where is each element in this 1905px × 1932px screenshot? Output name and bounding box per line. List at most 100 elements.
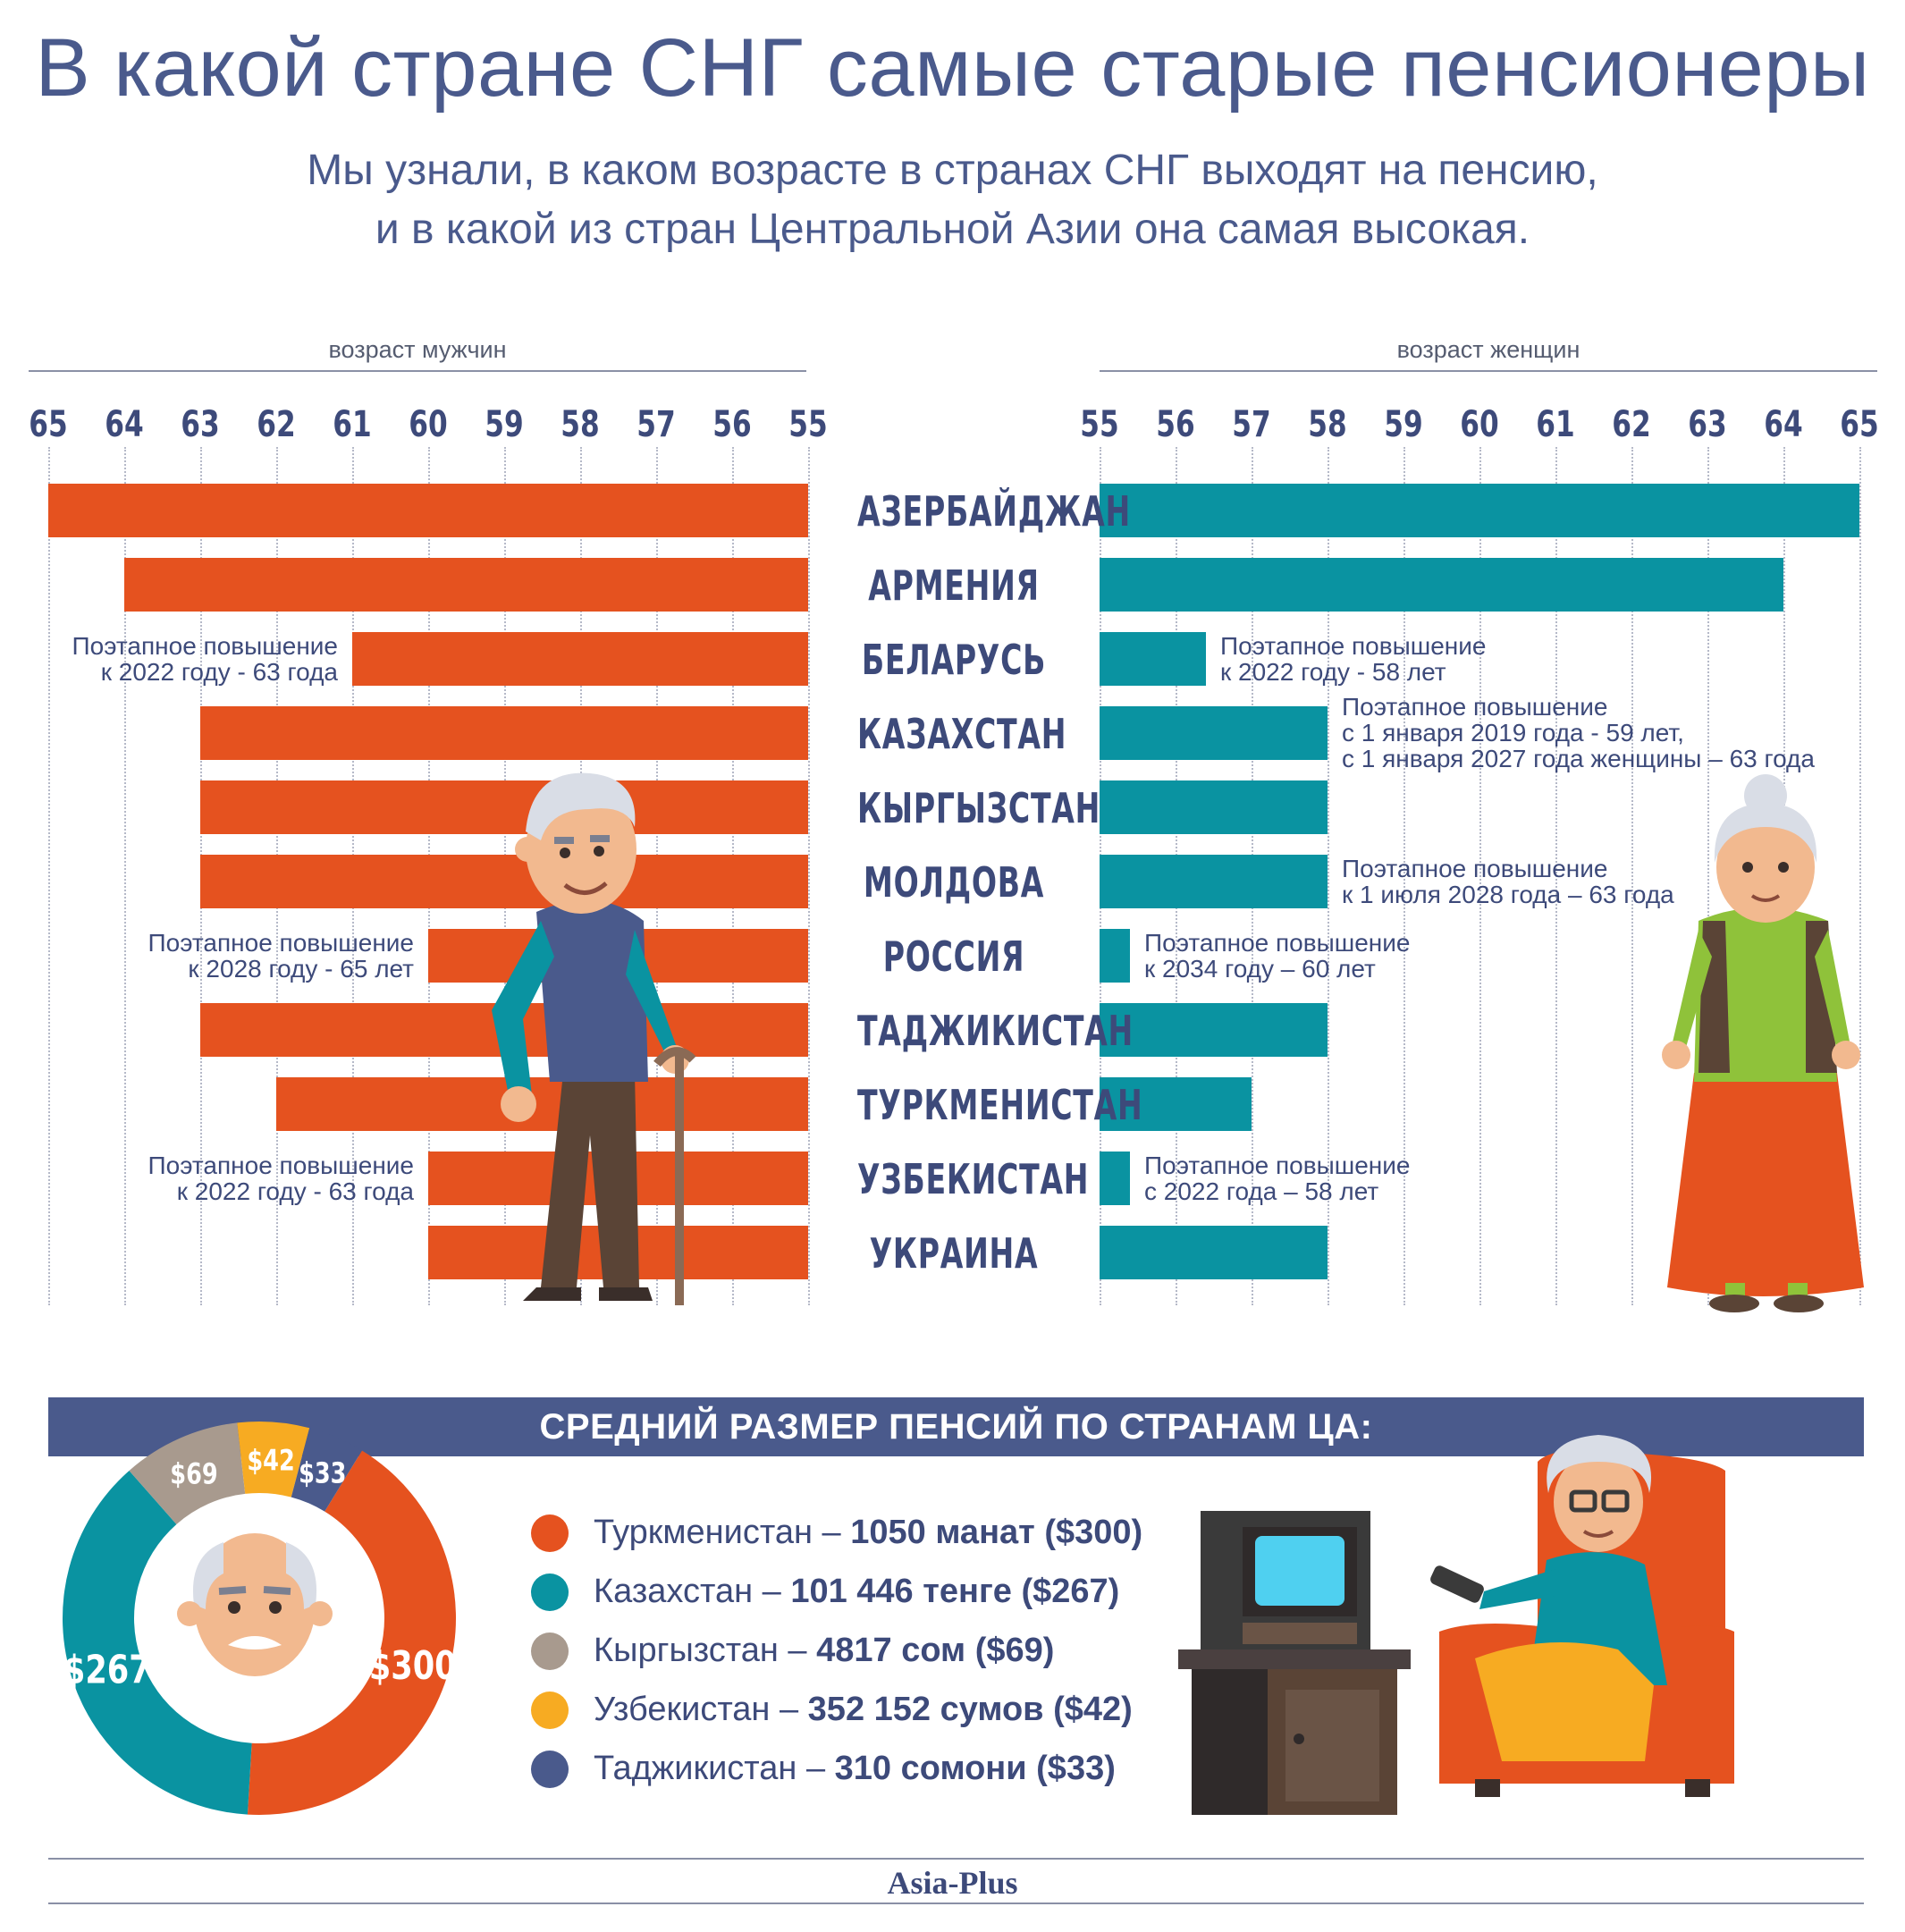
legend-dot: [531, 1573, 569, 1611]
pension-donut-chart: $300 $267 $69 $42 $33: [62, 1422, 457, 1815]
legend-dot: [531, 1692, 569, 1729]
legend-dot: [531, 1632, 569, 1670]
women-axis-tick: 58: [1308, 404, 1347, 445]
men-panel-label: возраст мужчин: [328, 336, 507, 363]
women-bar: [1100, 780, 1328, 834]
legend-text: Узбекистан – 352 152 сумов ($42): [594, 1686, 1133, 1733]
men-bar: [200, 855, 808, 908]
women-bar: [1100, 1077, 1252, 1131]
donut-slice-label: $267: [63, 1648, 151, 1693]
men-gridline: [48, 447, 50, 1305]
women-note-line: с 1 января 2027 года женщины – 63 года: [1342, 745, 1815, 772]
men-bar: [124, 558, 808, 612]
women-gridline: [1555, 447, 1557, 1305]
donut-slice: [129, 1422, 246, 1524]
old-man-with-cane-icon: [492, 772, 696, 1305]
women-bar: [1100, 929, 1130, 983]
men-axis-tick: 62: [257, 404, 296, 445]
donut-slice: [291, 1428, 362, 1512]
legend-amount: 352 152 сумов ($42): [807, 1691, 1133, 1728]
legend-country: Туркменистан –: [594, 1514, 851, 1551]
country-label: УЗБЕКИСТАН: [857, 1155, 1090, 1203]
women-note-line: Поэтапное повышение: [1342, 693, 1608, 721]
women-gridline: [1479, 447, 1481, 1305]
country-label: АРМЕНИЯ: [868, 561, 1040, 610]
men-bar: [276, 1077, 808, 1131]
men-note-line: к 2028 году - 65 лет: [188, 955, 414, 983]
country-label: АЗЕРБАЙДЖАН: [857, 487, 1131, 536]
men-note: Поэтапное повышение к 2022 году - 63 года: [0, 633, 338, 685]
legend-text: Туркменистан – 1050 манат ($300): [594, 1509, 1142, 1556]
footer-brand: Asia-Plus: [887, 1865, 1018, 1901]
women-note: Поэтапное повышение к 2022 году - 58 лет: [1220, 633, 1486, 685]
old-man-face-icon: [177, 1533, 333, 1676]
men-axis-tick: 56: [712, 404, 752, 445]
women-note: Поэтапное повышение к 1 июля 2028 года – …: [1342, 856, 1674, 907]
women-gridline: [1631, 447, 1633, 1305]
men-axis-tick: 64: [105, 404, 144, 445]
women-axis-tick: 65: [1840, 404, 1879, 445]
country-label: РОССИЯ: [882, 932, 1025, 981]
women-bar: [1100, 1226, 1328, 1279]
women-note-line: с 2022 года – 58 лет: [1144, 1177, 1379, 1205]
women-gridline: [1707, 447, 1709, 1305]
page-subtitle: Мы узнали, в каком возрасте в странах СН…: [0, 141, 1905, 259]
page-title: В какой стране СНГ самые старые пенсионе…: [35, 22, 1870, 114]
donut-slice: [62, 1470, 252, 1815]
donut-slice-label: $300: [369, 1643, 457, 1689]
men-axis-tick: 59: [485, 404, 524, 445]
men-note-line: к 2022 году - 63 года: [176, 1177, 414, 1205]
donut-slice: [237, 1422, 310, 1498]
women-axis-tick: 64: [1764, 404, 1803, 445]
women-axis-tick: 61: [1536, 404, 1575, 445]
donut-slice: [247, 1450, 457, 1815]
men-note: Поэтапное повышение к 2022 году - 63 года: [0, 1152, 414, 1204]
men-axis-tick: 57: [636, 404, 676, 445]
men-axis-tick: 63: [181, 404, 220, 445]
women-bar: [1100, 1152, 1130, 1205]
old-woman-in-armchair-icon: [1430, 1435, 1734, 1797]
men-axis-tick: 65: [29, 404, 68, 445]
donut-slice-label: $69: [170, 1457, 217, 1491]
old-woman-icon: [1662, 774, 1864, 1312]
women-gridline: [1859, 447, 1861, 1305]
women-gridline: [1403, 447, 1405, 1305]
legend-amount: 310 сомони ($33): [834, 1750, 1116, 1787]
country-label: УКРАИНА: [869, 1229, 1039, 1278]
legend-country: Казахстан –: [594, 1573, 791, 1610]
men-axis-tick: 58: [561, 404, 600, 445]
women-axis-tick: 59: [1384, 404, 1423, 445]
men-gridline: [124, 447, 126, 1305]
men-axis-tick: 60: [409, 404, 448, 445]
country-label: ТАДЖИКИСТАН: [857, 1007, 1134, 1055]
country-label: ТУРКМЕНИСТАН: [857, 1081, 1143, 1129]
women-note: Поэтапное повышение к 2034 году – 60 лет: [1144, 930, 1410, 982]
women-note: Поэтапное повышение с 2022 года – 58 лет: [1144, 1152, 1410, 1204]
country-label: МОЛДОВА: [863, 858, 1045, 907]
tv-set-icon: [1178, 1511, 1411, 1815]
women-note-line: Поэтапное повышение: [1144, 929, 1411, 957]
subtitle-line-2: и в какой из стран Центральной Азии она …: [375, 206, 1530, 253]
men-axis-tick: 61: [333, 404, 372, 445]
women-note: Поэтапное повышение с 1 января 2019 года …: [1342, 694, 1815, 772]
women-note-line: к 2034 году – 60 лет: [1144, 955, 1376, 983]
women-bar: [1100, 855, 1328, 908]
legend-country: Узбекистан –: [594, 1691, 808, 1728]
women-bar: [1100, 1003, 1328, 1057]
donut-slice-label: $33: [299, 1456, 346, 1490]
legend-country: Таджикистан –: [594, 1750, 835, 1787]
women-note-line: к 1 июля 2028 года – 63 года: [1342, 881, 1674, 908]
women-axis-tick: 56: [1156, 404, 1195, 445]
women-note-line: к 2022 году - 58 лет: [1220, 658, 1446, 686]
women-bar: [1100, 706, 1328, 760]
women-bar: [1100, 632, 1206, 686]
women-bar: [1100, 558, 1783, 612]
women-note-line: с 1 января 2019 года - 59 лет,: [1342, 719, 1684, 747]
men-note-line: Поэтапное повышение: [148, 1152, 414, 1179]
legend-text: Кыргызстан – 4817 сом ($69): [594, 1627, 1054, 1674]
women-axis-tick: 55: [1080, 404, 1119, 445]
country-label: КАЗАХСТАН: [857, 710, 1067, 758]
women-panel-rule: [1100, 370, 1877, 372]
men-note: Поэтапное повышение к 2028 году - 65 лет: [0, 930, 414, 982]
footer-rule-top: [48, 1858, 1864, 1860]
